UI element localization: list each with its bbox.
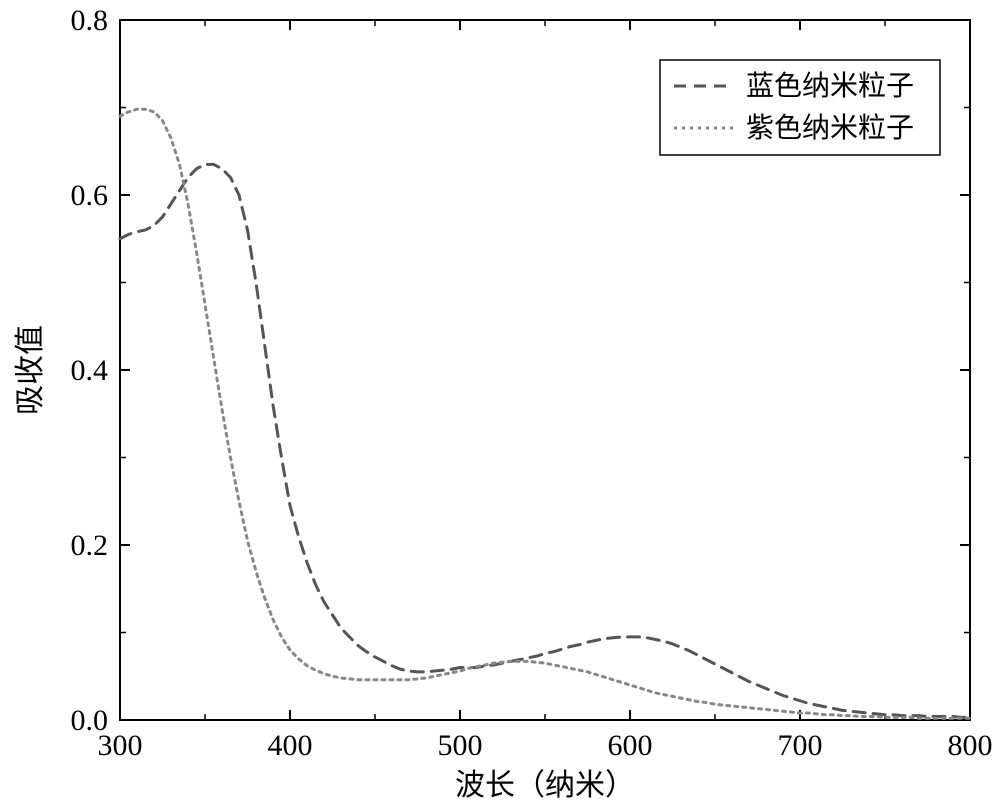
x-tick-label: 800 (948, 729, 993, 762)
y-tick-label: 0.8 (71, 4, 109, 37)
chart-container: 3004005006007008000.00.20.40.60.8波长（纳米）吸… (0, 0, 1000, 812)
x-tick-label: 400 (268, 729, 313, 762)
y-tick-label: 0.2 (71, 529, 109, 562)
absorption-spectrum-chart: 3004005006007008000.00.20.40.60.8波长（纳米）吸… (0, 0, 1000, 812)
series-blue-np (120, 164, 970, 717)
x-axis-label: 波长（纳米） (455, 769, 635, 802)
y-tick-label: 0.6 (71, 179, 109, 212)
x-tick-label: 700 (778, 729, 823, 762)
y-tick-label: 0.4 (71, 354, 109, 387)
x-tick-label: 600 (608, 729, 653, 762)
legend-label: 蓝色纳米粒子 (746, 70, 914, 102)
x-tick-label: 500 (438, 729, 483, 762)
y-axis-label: 吸收值 (14, 325, 47, 415)
legend-label: 紫色纳米粒子 (746, 112, 914, 144)
y-tick-label: 0.0 (71, 704, 109, 737)
series-purple-np (120, 109, 970, 718)
